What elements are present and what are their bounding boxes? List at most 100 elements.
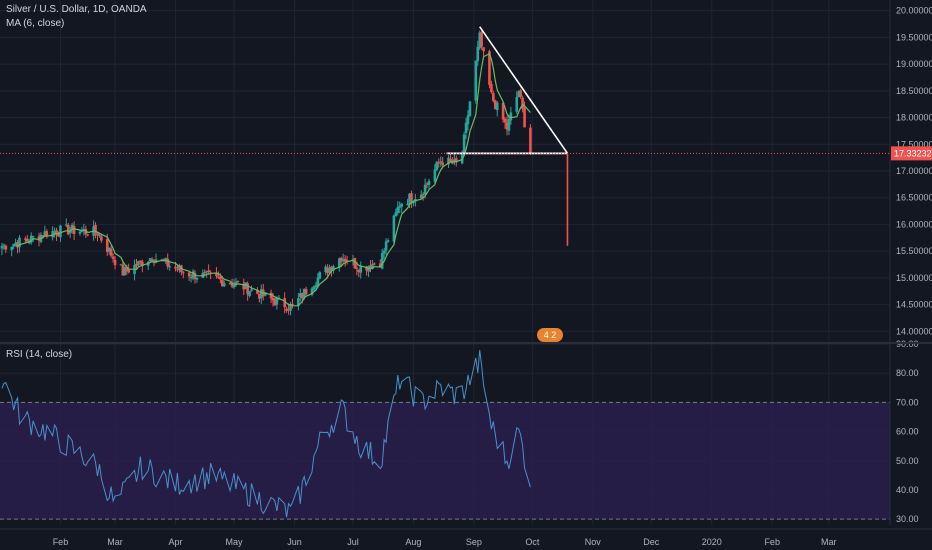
candle-body — [86, 234, 90, 236]
candle-body — [509, 112, 513, 121]
rsi-axis-tick-label: 70.00 — [896, 397, 919, 407]
candle-body — [203, 272, 207, 274]
candle-body — [304, 289, 308, 295]
candle-body — [273, 299, 277, 306]
candle-body — [433, 169, 437, 182]
candle-body — [14, 242, 17, 246]
candle-body — [215, 272, 218, 277]
candle-body — [10, 246, 13, 251]
ma-indicator-label[interactable]: MA (6, close) — [6, 18, 65, 29]
candle-body — [406, 204, 409, 206]
candle-body — [217, 276, 220, 278]
candle-body — [37, 236, 41, 241]
candle-body — [125, 267, 129, 271]
candle-body — [16, 242, 19, 248]
candle-body — [24, 238, 27, 240]
candle-body — [2, 244, 6, 246]
candle-body — [462, 134, 466, 154]
candle-body — [66, 224, 70, 235]
candle-body — [408, 193, 411, 205]
price-axis-tick-label: 17.50000 — [896, 139, 932, 149]
event-badge-text: 4 2 — [544, 330, 557, 340]
candle-body — [221, 279, 224, 287]
candle-body — [287, 309, 290, 311]
x-axis-tick-label: Sep — [466, 537, 482, 547]
last-price-tag-label: 17.33232 — [894, 148, 932, 158]
candle-body — [191, 271, 195, 279]
candle-body — [435, 161, 439, 171]
candle-body — [205, 271, 208, 273]
candle-body — [384, 241, 388, 251]
candle-body — [65, 224, 68, 226]
candle-body — [326, 268, 329, 274]
candle-body — [119, 264, 123, 266]
candle-body — [150, 259, 154, 262]
chart-title: Silver / U.S. Dollar, 1D, OANDA — [6, 4, 147, 15]
candle-body — [482, 47, 485, 52]
candle-body — [174, 266, 177, 269]
candle-body — [105, 239, 109, 252]
candle-body — [330, 266, 333, 271]
x-axis-tick-label: Mar — [821, 537, 837, 547]
candle-body — [135, 263, 138, 267]
candle-body — [244, 282, 247, 290]
candle-body — [109, 248, 113, 256]
x-axis-tick-label: 2020 — [702, 537, 722, 547]
candle-body — [55, 230, 58, 236]
candle-body — [111, 256, 115, 259]
candle-body — [515, 97, 519, 112]
candle-body — [302, 288, 306, 297]
candle-body — [439, 161, 442, 163]
price-axis-tick-label: 20.00000 — [896, 6, 932, 16]
candle-body — [441, 162, 444, 166]
candle-body — [250, 289, 253, 291]
candle-body — [182, 272, 185, 274]
candle-body — [41, 235, 45, 238]
candle-body — [343, 258, 347, 262]
candle-body — [480, 32, 483, 47]
rsi-indicator-label[interactable]: RSI (14, close) — [6, 349, 73, 360]
x-axis-tick-label: Dec — [643, 537, 660, 547]
candle-body — [455, 158, 458, 163]
ma-line — [15, 52, 531, 307]
descending-trendline[interactable] — [479, 26, 569, 154]
price-axis-tick-label: 16.00000 — [896, 219, 932, 229]
candle-body — [316, 277, 320, 287]
event-badge-bg[interactable] — [537, 328, 563, 342]
candle-body — [503, 118, 507, 123]
candle-body — [505, 122, 509, 130]
candle-body — [139, 260, 142, 262]
candle-body — [70, 224, 74, 230]
candle-body — [468, 101, 472, 117]
candle-body — [242, 283, 246, 290]
candle-body — [394, 212, 398, 217]
candle-body — [427, 180, 431, 185]
candle-body — [248, 291, 251, 296]
candle-body — [100, 236, 103, 241]
x-axis-tick-label: Feb — [764, 537, 780, 547]
candle-body — [162, 260, 166, 262]
candle-body — [353, 257, 357, 269]
candle-body — [437, 162, 441, 164]
event-badge[interactable]: 4 2 — [537, 328, 563, 342]
candle-body — [4, 245, 8, 250]
candle-body — [517, 91, 520, 97]
candle-body — [31, 236, 35, 238]
candle-body — [260, 289, 263, 299]
candle-body — [447, 157, 450, 165]
candle-body — [53, 231, 56, 233]
candle-body — [168, 266, 171, 268]
candle-body — [419, 194, 423, 199]
candle-body — [121, 264, 125, 276]
candle-body — [269, 292, 273, 299]
price-axis-tick-label: 19.00000 — [896, 59, 932, 69]
candle-body — [236, 281, 240, 283]
candle-body — [369, 265, 372, 270]
candle-body — [137, 260, 140, 265]
candle-body — [96, 233, 99, 236]
rsi-band — [0, 402, 890, 520]
candle-body — [338, 258, 341, 268]
last-price-tag — [891, 146, 932, 161]
